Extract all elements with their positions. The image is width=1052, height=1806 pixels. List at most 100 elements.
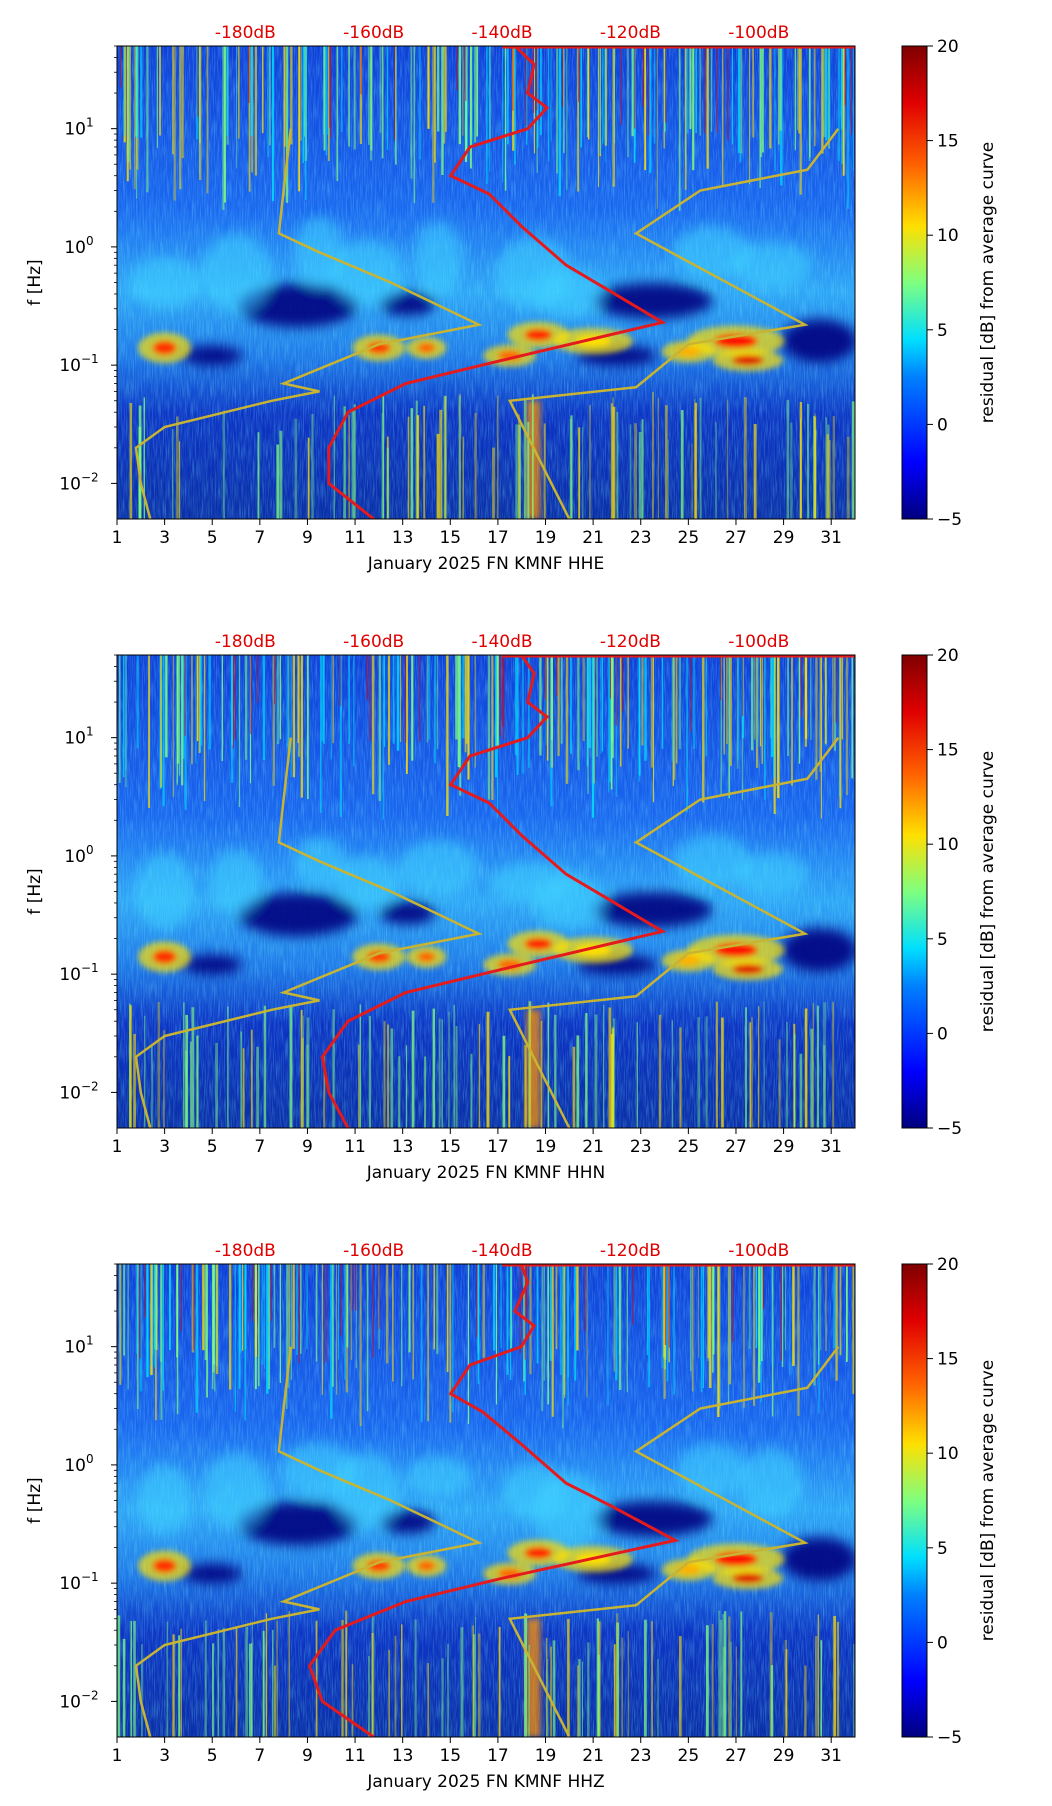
db-tick-label: -120dB	[600, 632, 661, 652]
x-tick-label: 15	[439, 1746, 461, 1766]
average-dB-curve	[307, 1264, 680, 1737]
x-tick-label: 15	[439, 1137, 461, 1157]
y-tick-label: 10−2	[59, 1688, 98, 1712]
colorbar-tick-label: 15	[937, 132, 959, 152]
x-tick-label: 1	[112, 1746, 123, 1766]
y-tick-label: 10−1	[59, 1570, 98, 1594]
x-tick-label: 23	[630, 528, 652, 548]
y-axis-label: f [Hz]	[25, 259, 45, 305]
x-tick-label: 27	[725, 1137, 747, 1157]
x-tick-label: 5	[207, 1746, 218, 1766]
db-tick-label: -140dB	[472, 1241, 533, 1261]
db-tick-label: -100dB	[728, 632, 789, 652]
db-tick-label: -140dB	[472, 23, 533, 43]
x-tick-label: 9	[302, 1746, 313, 1766]
colorbar-tick-label: 20	[937, 37, 959, 57]
reference-curve-2	[507, 1345, 840, 1737]
db-tick-label: -160dB	[343, 1241, 404, 1261]
y-tick-label: 10−1	[59, 961, 98, 985]
x-tick-label: 21	[582, 1746, 604, 1766]
x-tick-label: 9	[302, 528, 313, 548]
spectrogram-panel-3: 1 3 5 7 9 11 13 15 17 19 21 23 25 27 29 3110−210−110010…	[25, 1241, 998, 1792]
reference-curve-2	[507, 127, 840, 519]
db-tick-label: -140dB	[472, 632, 533, 652]
colorbar-tick-label: −5	[937, 1119, 962, 1139]
x-tick-label: 31	[820, 1137, 842, 1157]
y-tick-label: 101	[64, 116, 93, 140]
x-tick-label: 3	[159, 528, 170, 548]
x-tick-label: 31	[820, 1746, 842, 1766]
colorbar-tick-label: 15	[937, 741, 959, 761]
colorbar-tick-label: 15	[937, 1350, 959, 1370]
y-tick-label: 100	[64, 234, 93, 258]
y-tick-label: 101	[64, 725, 93, 749]
colorbar-tick-label: 20	[937, 646, 959, 666]
colorbar-tick-label: −5	[937, 1728, 962, 1748]
x-tick-label: 5	[207, 528, 218, 548]
y-tick-label: 100	[64, 1452, 93, 1476]
db-tick-label: -180dB	[215, 632, 276, 652]
colorbar: −5 0 5 10 15 20 residual [dB] from average cur…	[901, 1255, 998, 1748]
x-tick-label: 7	[254, 1746, 265, 1766]
y-tick-label: 10−1	[59, 352, 98, 376]
x-tick-label: 9	[302, 1137, 313, 1157]
reference-curve-1	[134, 1346, 483, 1737]
x-tick-label: 19	[535, 1137, 557, 1157]
x-tick-label: 17	[487, 1746, 509, 1766]
colorbar-tick-label: 0	[937, 1633, 948, 1653]
spectrogram-image	[117, 46, 855, 519]
x-tick-label: 17	[487, 528, 509, 548]
reference-curve-2	[507, 736, 840, 1128]
x-tick-label: 25	[678, 528, 700, 548]
x-tick-label: 29	[773, 528, 795, 548]
x-tick-label: 5	[207, 1137, 218, 1157]
db-tick-label: -100dB	[728, 23, 789, 43]
x-tick-label: 21	[582, 1137, 604, 1157]
colorbar: −5 0 5 10 15 20 residual [dB] from average cur…	[901, 37, 998, 530]
x-tick-label: 29	[773, 1746, 795, 1766]
colorbar-tick-label: 10	[937, 1444, 959, 1464]
x-tick-label: 3	[159, 1137, 170, 1157]
x-tick-label: 7	[254, 528, 265, 548]
x-tick-label: 19	[535, 528, 557, 548]
spectrogram-panel-2: 1 3 5 7 9 11 13 15 17 19 21 23 25 27 29 3110−210−110010…	[25, 632, 998, 1183]
colorbar-tick-label: 20	[937, 1255, 959, 1275]
x-tick-label: 29	[773, 1137, 795, 1157]
average-dB-curve	[320, 655, 667, 1128]
x-tick-label: 31	[820, 528, 842, 548]
colorbar-tick-label: −5	[937, 510, 962, 530]
x-tick-label: 11	[344, 528, 366, 548]
x-tick-label: 25	[678, 1746, 700, 1766]
reference-curve-1	[134, 737, 483, 1128]
db-tick-label: -120dB	[600, 23, 661, 43]
average-dB-curve	[327, 46, 667, 519]
x-tick-label: 13	[392, 1137, 414, 1157]
x-tick-label: 21	[582, 528, 604, 548]
x-tick-label: 1	[112, 528, 123, 548]
reference-curve-1	[134, 128, 483, 519]
x-tick-label: 23	[630, 1137, 652, 1157]
spectrogram-image	[117, 1264, 855, 1737]
colorbar-tick-label: 5	[937, 930, 948, 950]
colorbar-tick-label: 10	[937, 226, 959, 246]
colorbar-tick-label: 0	[937, 415, 948, 435]
x-tick-label: 15	[439, 528, 461, 548]
x-tick-label: 27	[725, 528, 747, 548]
y-tick-label: 10−2	[59, 470, 98, 494]
colorbar-label: residual [dB] from average curve	[978, 142, 998, 423]
x-tick-label: 13	[392, 1746, 414, 1766]
colorbar-tick-label: 0	[937, 1024, 948, 1044]
y-tick-label: 10−2	[59, 1079, 98, 1103]
spectrogram-image	[117, 655, 855, 1128]
x-axis-label: January 2025 FN KMNF HHE	[367, 554, 604, 574]
db-tick-label: -160dB	[343, 632, 404, 652]
x-tick-label: 17	[487, 1137, 509, 1157]
colorbar-tick-label: 5	[937, 1539, 948, 1559]
colorbar-tick-label: 5	[937, 321, 948, 341]
x-tick-label: 11	[344, 1137, 366, 1157]
colorbar-tick-label: 10	[937, 835, 959, 855]
x-tick-label: 13	[392, 528, 414, 548]
colorbar-label: residual [dB] from average curve	[978, 1360, 998, 1641]
